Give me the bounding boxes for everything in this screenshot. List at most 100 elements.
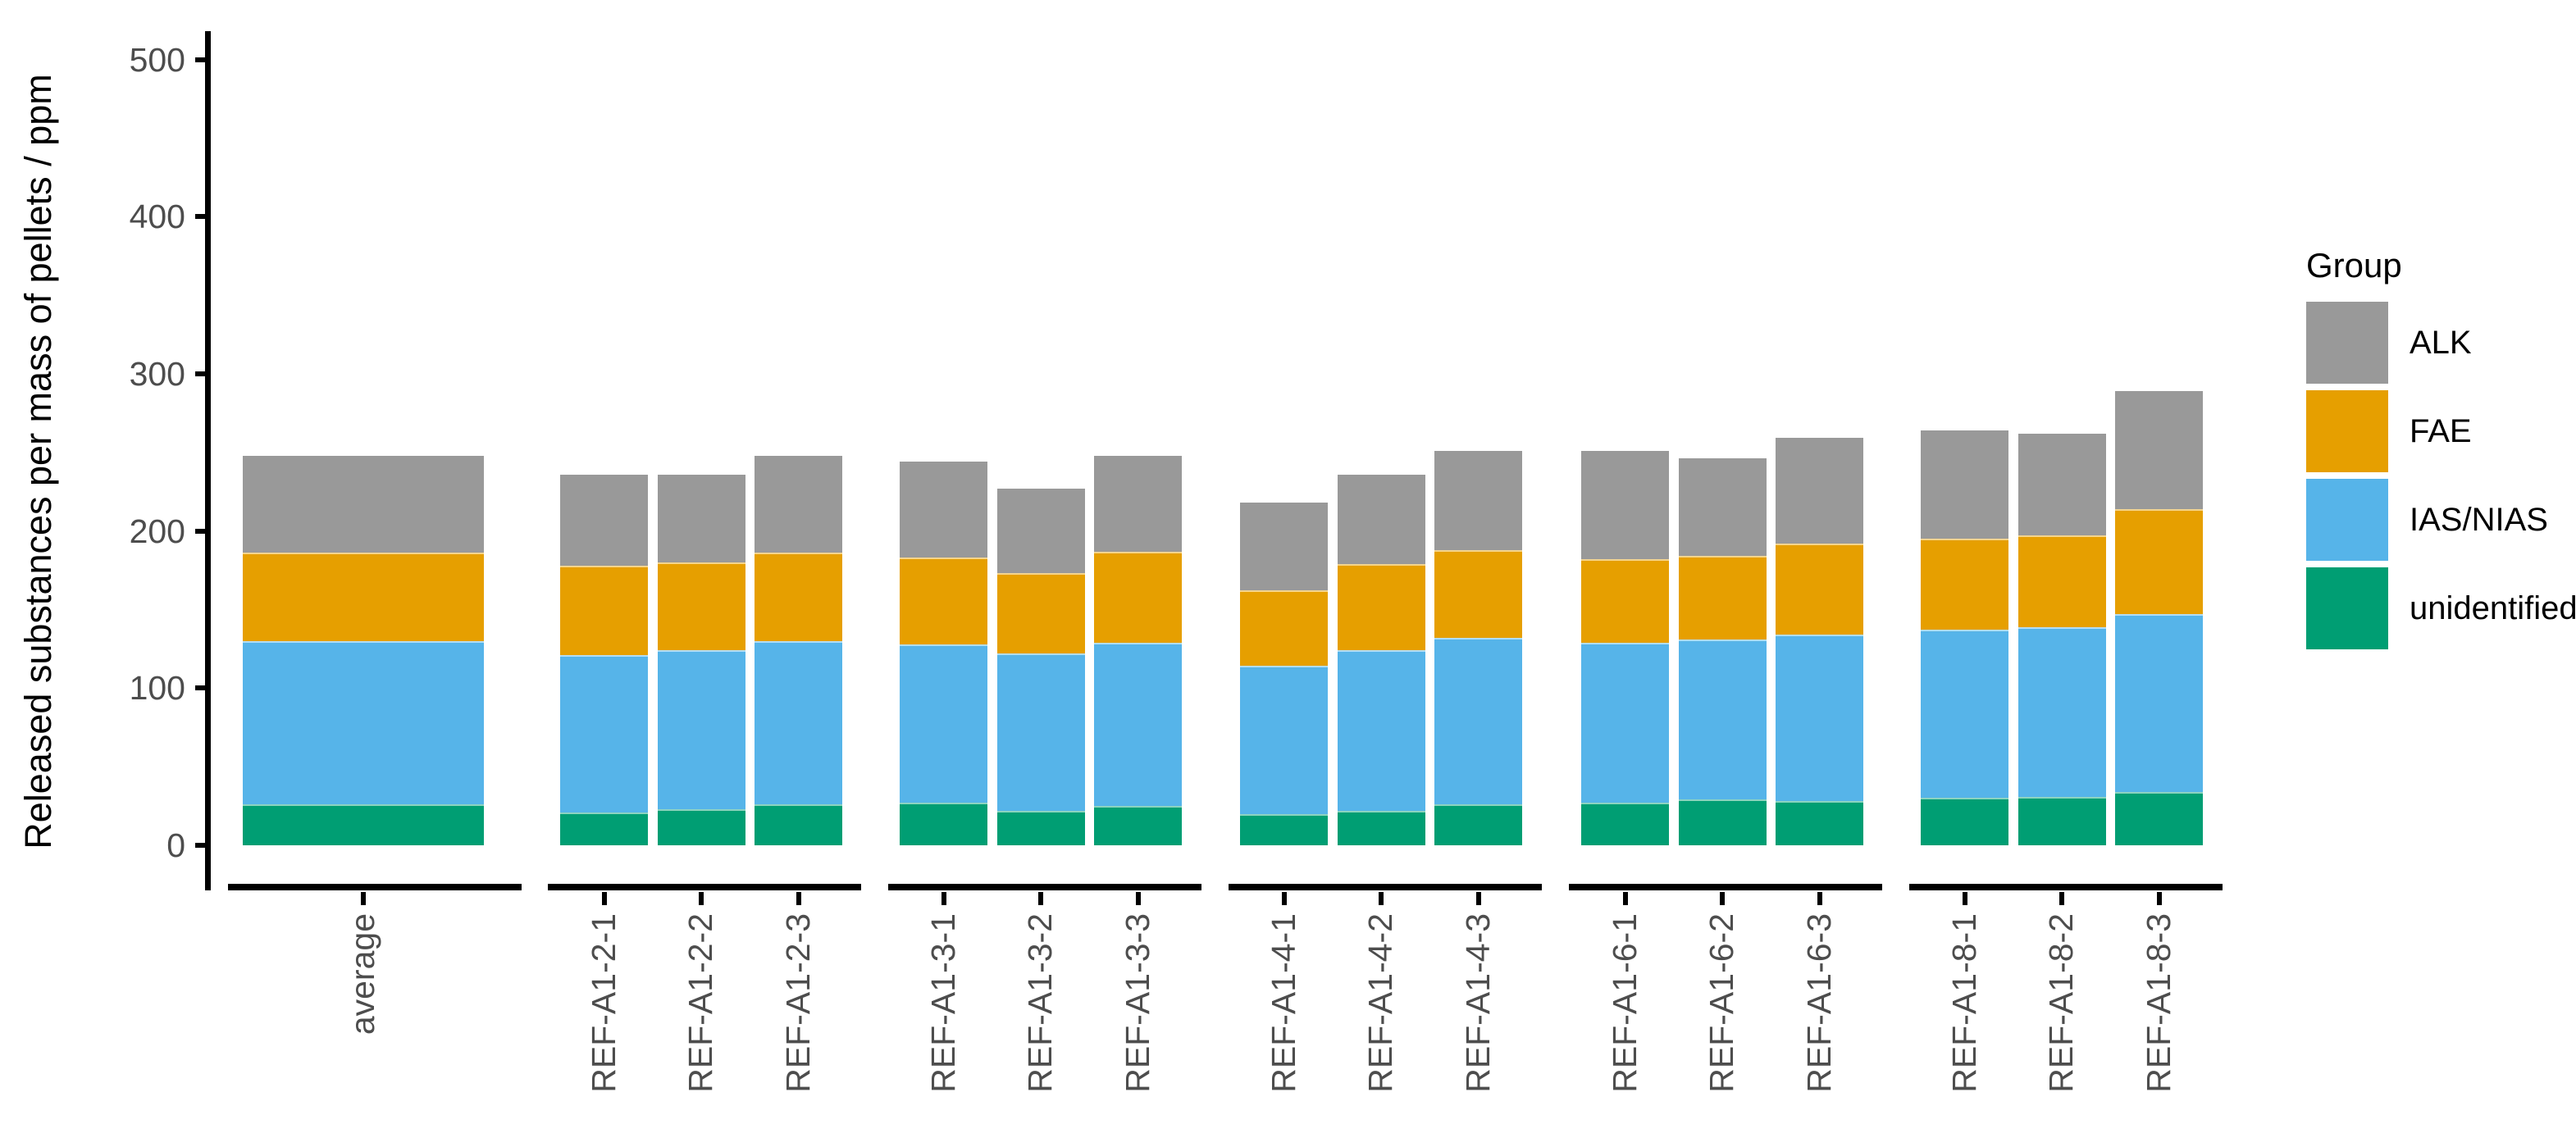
bar-segment-fae <box>1337 563 1425 651</box>
y-axis-tick <box>195 371 205 376</box>
bar-segment-alk <box>1678 458 1767 557</box>
bar-segment-ias-nias <box>2115 614 2203 792</box>
bar-segment-unidentified <box>657 808 745 845</box>
x-axis-tick <box>361 892 366 905</box>
bar-segment-ias-nias <box>1581 642 1669 803</box>
legend-swatch-icon <box>2306 390 2388 472</box>
bar-segment-unidentified <box>560 812 648 845</box>
x-axis-tick <box>699 892 704 905</box>
y-tick-label: 500 <box>129 40 185 79</box>
y-tick-label: 200 <box>129 512 185 550</box>
bar-segment-alk <box>243 455 484 553</box>
bar-segment-unidentified <box>243 804 484 845</box>
bar-segment-alk <box>1921 430 2008 539</box>
bar-segment-ias-nias <box>1776 635 1863 802</box>
y-axis-tick <box>195 685 205 691</box>
x-axis-label: REF-A1-8-2 <box>2042 913 2080 1093</box>
x-axis-tick <box>1622 892 1628 905</box>
x-axis-label: REF-A1-6-2 <box>1703 913 1740 1093</box>
legend-item-alk: ALK <box>2305 302 2472 384</box>
bar-segment-ias-nias <box>2017 626 2106 797</box>
bar-segment-unidentified <box>1240 813 1328 845</box>
bar-segment-ias-nias <box>1434 637 1522 805</box>
bar-segment-ias-nias <box>560 655 648 812</box>
x-axis-tick <box>601 892 607 905</box>
bar-segment-unidentified <box>1921 798 2008 845</box>
bar-segment-ias-nias <box>900 644 987 803</box>
x-axis-label: REF-A1-4-2 <box>1361 913 1399 1093</box>
bar-segment-fae <box>1434 549 1522 638</box>
x-axis-tick <box>1962 892 1967 905</box>
y-tick-label: 400 <box>129 198 185 236</box>
legend-title: Group <box>2306 246 2402 284</box>
bar-segment-alk <box>1581 450 1669 560</box>
bar-segment-fae <box>2115 508 2203 615</box>
bar-segment-alk <box>657 474 745 562</box>
bar-segment-alk <box>900 462 987 558</box>
bar-segment-alk <box>2115 390 2203 509</box>
bar-segment-ias-nias <box>996 653 1085 811</box>
legend-item-fae: FAE <box>2305 390 2472 472</box>
x-axis-label: REF-A1-6-1 <box>1605 913 1644 1093</box>
bar-segment-alk <box>1434 450 1522 550</box>
bar-segment-fae <box>657 562 745 651</box>
x-axis-label: REF-A1-2-3 <box>778 913 817 1093</box>
x-axis-tick <box>1475 892 1481 905</box>
bar-segment-ias-nias <box>1240 666 1328 814</box>
x-axis-tick <box>941 892 946 905</box>
bar-segment-fae <box>1581 559 1669 643</box>
bar-segment-unidentified <box>1581 803 1669 845</box>
legend-items: ALK FAE IAS/NIAS unidentified <box>2305 302 2576 649</box>
x-axis-label: REF-A1-3-1 <box>923 913 962 1093</box>
x-axis-label: REF-A1-2-1 <box>584 913 622 1093</box>
y-axis-tick <box>195 528 205 534</box>
bar-segment-unidentified <box>2017 796 2106 845</box>
bar-segment-unidentified <box>900 803 987 845</box>
legend-label: IAS/NIAS <box>2410 502 2548 538</box>
x-axis-label: average <box>344 913 381 1035</box>
y-axis-title: Released substances per mass of pellets … <box>17 74 59 849</box>
bar-segment-alk <box>560 474 648 566</box>
bar-segment-ias-nias <box>1678 639 1767 800</box>
x-axis-label: REF-A1-4-3 <box>1458 913 1497 1093</box>
bar-segment-alk <box>1240 503 1328 591</box>
bar-segment-fae <box>1921 539 2008 630</box>
bar-segment-fae <box>900 558 987 644</box>
bar-segment-fae <box>1094 551 1182 643</box>
bar-segment-unidentified <box>2115 791 2203 845</box>
legend-label: ALK <box>2410 325 2472 361</box>
bar-segment-alk <box>1776 438 1863 544</box>
x-axis-tick <box>796 892 801 905</box>
bar-segment-ias-nias <box>1337 650 1425 811</box>
bar-segment-alk <box>996 488 1085 574</box>
x-axis-label: REF-A1-3-2 <box>1021 913 1059 1093</box>
bar-segment-alk <box>1094 455 1182 552</box>
bar-segment-unidentified <box>996 810 1085 845</box>
bar-segment-ias-nias <box>1094 642 1182 807</box>
x-axis-label: REF-A1-3-3 <box>1118 913 1156 1093</box>
bar-segment-alk <box>2017 433 2106 536</box>
bar-segment-unidentified <box>1337 810 1425 845</box>
bar-segment-fae <box>243 553 484 641</box>
y-tick-label: 300 <box>129 354 185 393</box>
y-axis-tick <box>195 843 205 848</box>
bar-segment-fae <box>1678 556 1767 639</box>
x-axis-label: REF-A1-6-3 <box>1799 913 1838 1093</box>
x-axis-line-segment <box>228 884 522 890</box>
bar-segment-alk <box>1337 474 1425 564</box>
legend: Group ALK FAE IAS/NIAS unidentified <box>2305 246 2576 656</box>
y-tick-label: 0 <box>166 826 185 864</box>
bar-segment-ias-nias <box>243 640 484 805</box>
bar-segment-unidentified <box>1776 801 1863 845</box>
legend-swatch-icon <box>2306 302 2388 384</box>
bar-segment-ias-nias <box>755 640 842 805</box>
bar-segment-fae <box>1776 543 1863 635</box>
x-axis-tick <box>1038 892 1043 905</box>
bar-segment-fae <box>996 573 1085 654</box>
bar-segment-ias-nias <box>657 650 745 809</box>
legend-swatch-icon <box>2306 567 2388 649</box>
x-axis-label: REF-A1-2-2 <box>682 913 719 1093</box>
x-axis-line-segment <box>1909 884 2223 890</box>
legend-label: unidentified <box>2410 590 2576 626</box>
